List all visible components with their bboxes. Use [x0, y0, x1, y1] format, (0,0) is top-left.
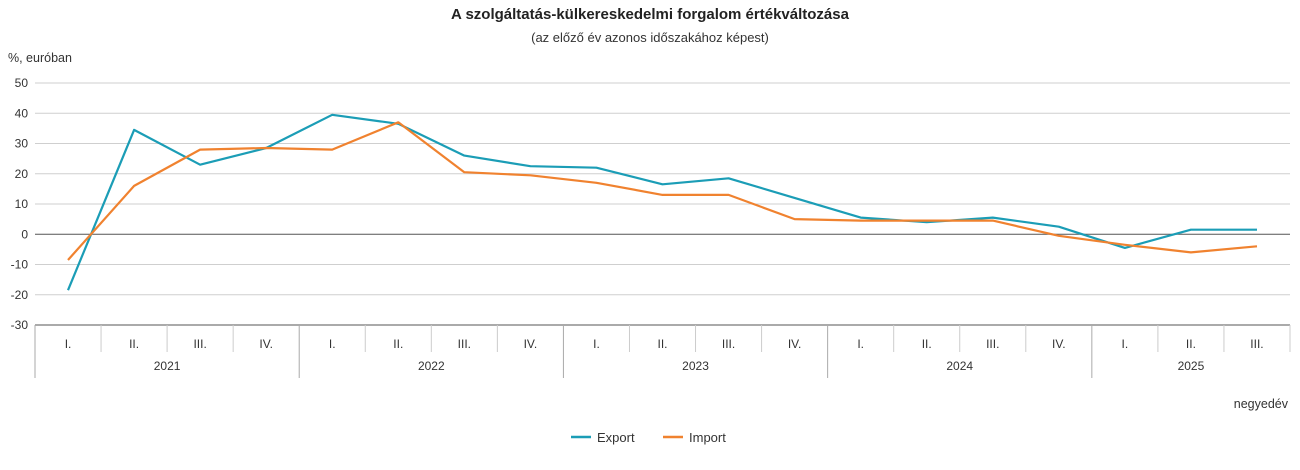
x-tick-label: I.	[1122, 337, 1129, 351]
y-tick-label: 50	[15, 76, 29, 90]
y-axis-label: %, euróban	[8, 51, 72, 65]
x-tick-label: I.	[857, 337, 864, 351]
year-label: 2022	[418, 359, 445, 373]
year-label: 2025	[1178, 359, 1205, 373]
y-tick-label: 10	[15, 197, 29, 211]
legend-label: Export	[597, 430, 635, 445]
y-tick-label: 40	[15, 106, 29, 120]
series-line-import	[67, 121, 1258, 261]
x-axis-label: negyedév	[1234, 397, 1289, 411]
x-tick-label: II.	[393, 337, 403, 351]
y-tick-label: -20	[11, 288, 29, 302]
x-tick-label: I.	[329, 337, 336, 351]
legend-label: Import	[689, 430, 726, 445]
chart-title: A szolgáltatás-külkereskedelmi forgalom …	[451, 6, 850, 23]
x-tick-label: IV.	[1052, 337, 1066, 351]
y-tick-label: -10	[11, 258, 29, 272]
year-label: 2024	[946, 359, 973, 373]
x-tick-label: III.	[458, 337, 471, 351]
series-line-export	[66, 113, 1257, 291]
chart-subtitle: (az előző év azonos időszakához képest)	[531, 30, 769, 45]
x-tick-label: II.	[1186, 337, 1196, 351]
legend-item-import[interactable]: Import	[663, 430, 726, 445]
x-tick-label: III.	[986, 337, 999, 351]
y-tick-label: -30	[11, 318, 29, 332]
x-tick-label: II.	[657, 337, 667, 351]
x-tick-label: I.	[593, 337, 600, 351]
legend-item-export[interactable]: Export	[571, 430, 635, 445]
x-tick-label: IV.	[524, 337, 538, 351]
x-tick-label: IV.	[788, 337, 802, 351]
x-tick-label: IV.	[259, 337, 273, 351]
y-tick-label: 20	[15, 167, 29, 181]
year-label: 2023	[682, 359, 709, 373]
x-tick-label: II.	[129, 337, 139, 351]
x-tick-label: III.	[1250, 337, 1263, 351]
x-tick-label: III.	[722, 337, 735, 351]
x-tick-label: II.	[922, 337, 932, 351]
x-tick-label: III.	[193, 337, 206, 351]
year-label: 2021	[154, 359, 181, 373]
x-tick-label: I.	[65, 337, 72, 351]
y-tick-label: 0	[21, 227, 28, 241]
y-tick-label: 30	[15, 137, 29, 151]
